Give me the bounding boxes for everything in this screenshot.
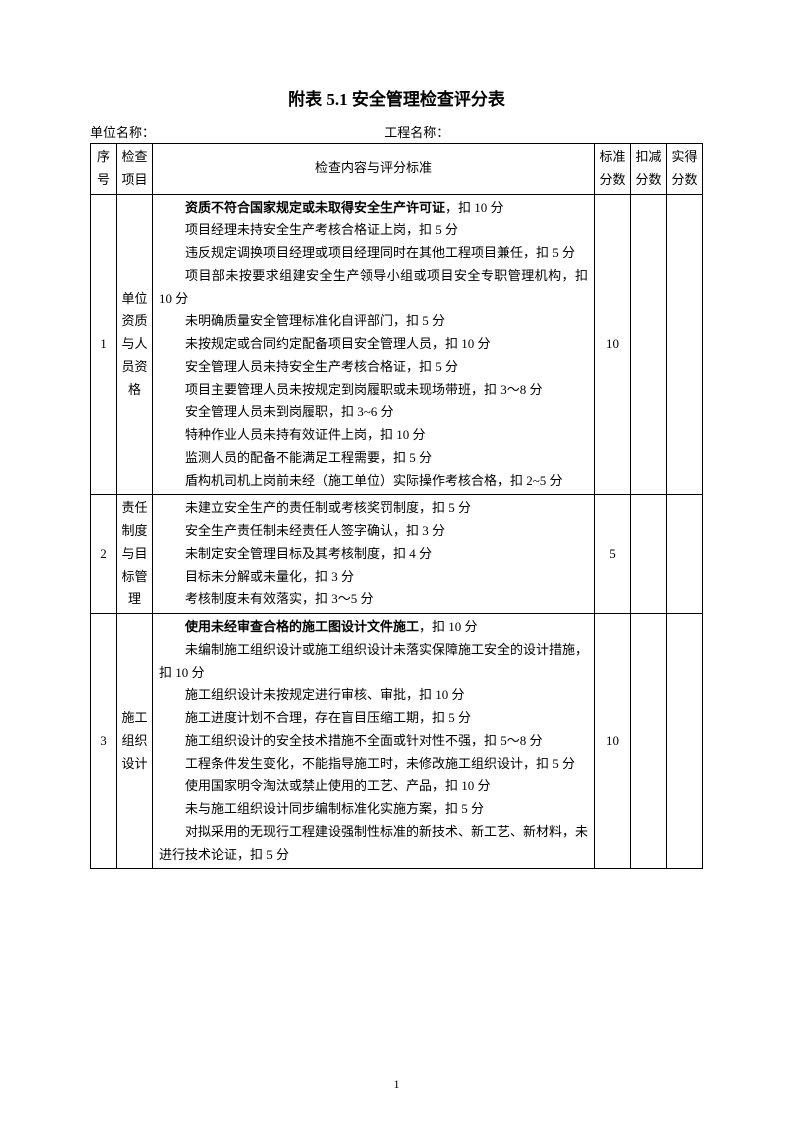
th-deduct: 扣减分数 <box>631 144 667 195</box>
criteria-line: 监测人员的配备不能满足工程需要，扣 5 分 <box>159 447 588 470</box>
criteria-line: 对拟采用的无现行工程建设强制性标准的新技术、新工艺、新材料，未进行技术论证，扣 … <box>159 821 588 867</box>
criteria-line: 未编制施工组织设计或施工组织设计未落实保障施工安全的设计措施，扣 10 分 <box>159 639 588 685</box>
cell-actual-score <box>667 495 703 614</box>
cell-item: 单位资质与人员资格 <box>117 194 153 495</box>
cell-standard-score: 10 <box>595 194 631 495</box>
table-header-row: 序号 检查项目 检查内容与评分标准 标准分数 扣减分数 实得分数 <box>91 144 703 195</box>
cell-deduction <box>631 614 667 869</box>
th-item: 检查项目 <box>117 144 153 195</box>
cell-standard-score: 10 <box>595 614 631 869</box>
th-actual: 实得分数 <box>667 144 703 195</box>
criteria-line: 项目部未按要求组建安全生产领导小组或项目安全专职管理机构，扣 10 分 <box>159 265 588 311</box>
criteria-line: 使用国家明令淘汰或禁止使用的工艺、产品，扣 10 分 <box>159 775 588 798</box>
criteria-line: 使用未经审查合格的施工图设计文件施工，扣 10 分 <box>159 616 588 639</box>
cell-deduction <box>631 194 667 495</box>
cell-criteria: 未建立安全生产的责任制或考核奖罚制度，扣 5 分安全生产责任制未经责任人签字确认… <box>153 495 595 614</box>
criteria-line: 安全管理人员未持安全生产考核合格证，扣 5 分 <box>159 356 588 379</box>
criteria-line: 施工组织设计的安全技术措施不全面或针对性不强，扣 5～8 分 <box>159 730 588 753</box>
criteria-line: 特种作业人员未持有效证件上岗，扣 10 分 <box>159 424 588 447</box>
criteria-line: 目标未分解或未量化，扣 3 分 <box>159 566 588 589</box>
criteria-line: 施工组织设计未按规定进行审核、审批，扣 10 分 <box>159 684 588 707</box>
cell-criteria: 使用未经审查合格的施工图设计文件施工，扣 10 分未编制施工组织设计或施工组织设… <box>153 614 595 869</box>
criteria-line: 未按规定或合同约定配备项目安全管理人员，扣 10 分 <box>159 333 588 356</box>
th-idx: 序号 <box>91 144 117 195</box>
criteria-line: 未明确质量安全管理标准化自评部门，扣 5 分 <box>159 310 588 333</box>
cell-index: 3 <box>91 614 117 869</box>
th-criteria: 检查内容与评分标准 <box>153 144 595 195</box>
cell-actual-score <box>667 194 703 495</box>
table-row: 1单位资质与人员资格资质不符合国家规定或未取得安全生产许可证，扣 10 分项目经… <box>91 194 703 495</box>
criteria-line: 项目主要管理人员未按规定到岗履职或未现场带班，扣 3～8 分 <box>159 379 588 402</box>
criteria-line: 未与施工组织设计同步编制标准化实施方案，扣 5 分 <box>159 798 588 821</box>
criteria-line: 项目经理未持安全生产考核合格证上岗，扣 5 分 <box>159 219 588 242</box>
document-title: 附表 5.1 安全管理检查评分表 <box>90 85 703 110</box>
criteria-line: 工程条件发生变化，不能指导施工时，未修改施工组织设计，扣 5 分 <box>159 753 588 776</box>
criteria-line: 安全生产责任制未经责任人签字确认，扣 3 分 <box>159 520 588 543</box>
criteria-line: 违反规定调换项目经理或项目经理同时在其他工程项目兼任，扣 5 分 <box>159 242 588 265</box>
th-std: 标准分数 <box>595 144 631 195</box>
criteria-line: 盾构机司机上岗前未经（施工单位）实际操作考核合格，扣 2~5 分 <box>159 470 588 493</box>
criteria-line: 安全管理人员未到岗履职，扣 3~6 分 <box>159 401 588 424</box>
criteria-line: 施工进度计划不合理，存在盲目压缩工期，扣 5 分 <box>159 707 588 730</box>
cell-actual-score <box>667 614 703 869</box>
cell-criteria: 资质不符合国家规定或未取得安全生产许可证，扣 10 分项目经理未持安全生产考核合… <box>153 194 595 495</box>
unit-name-label: 单位名称： <box>90 122 384 141</box>
scoring-table: 序号 检查项目 检查内容与评分标准 标准分数 扣减分数 实得分数 1单位资质与人… <box>90 143 703 869</box>
cell-item: 施工组织设计 <box>117 614 153 869</box>
page-number: 1 <box>0 1077 793 1092</box>
criteria-line: 资质不符合国家规定或未取得安全生产许可证，扣 10 分 <box>159 197 588 220</box>
criteria-line: 未建立安全生产的责任制或考核奖罚制度，扣 5 分 <box>159 497 588 520</box>
cell-index: 2 <box>91 495 117 614</box>
cell-standard-score: 5 <box>595 495 631 614</box>
criteria-line: 未制定安全管理目标及其考核制度，扣 4 分 <box>159 543 588 566</box>
page: 附表 5.1 安全管理检查评分表 单位名称： 工程名称： 序号 检查项目 检查内… <box>0 0 793 1122</box>
table-row: 3施工组织设计使用未经审查合格的施工图设计文件施工，扣 10 分未编制施工组织设… <box>91 614 703 869</box>
criteria-line: 考核制度未有效落实，扣 3～5 分 <box>159 588 588 611</box>
cell-deduction <box>631 495 667 614</box>
table-row: 2责任制度与目标管理未建立安全生产的责任制或考核奖罚制度，扣 5 分安全生产责任… <box>91 495 703 614</box>
cell-item: 责任制度与目标管理 <box>117 495 153 614</box>
project-name-label: 工程名称： <box>384 122 703 141</box>
meta-row: 单位名称： 工程名称： <box>90 122 703 141</box>
cell-index: 1 <box>91 194 117 495</box>
